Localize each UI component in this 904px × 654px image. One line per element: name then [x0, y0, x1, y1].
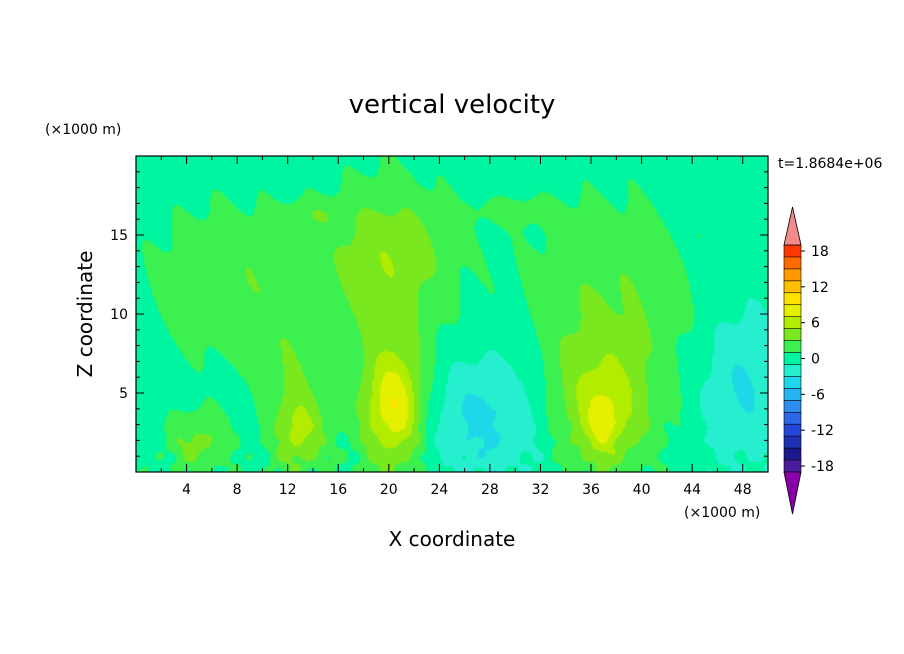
time-label: t=1.8684e+06 — [778, 156, 882, 172]
colorbar-tick-label: -18 — [811, 459, 834, 475]
x-tick-label: 36 — [582, 482, 600, 498]
velocity-contour-field — [136, 156, 768, 472]
plot-area — [135, 155, 769, 473]
colorbar-bin — [783, 256, 802, 270]
y-axis-label: Z coordinate — [73, 251, 97, 378]
x-tick-label: 44 — [683, 482, 701, 498]
x-tick-label: 8 — [233, 482, 242, 498]
colorbar-tick-label: 18 — [811, 244, 829, 260]
y-axis-ticks: 5 10 15 — [110, 155, 768, 473]
colorbar-bin — [783, 447, 802, 461]
colorbar-top-arrow — [783, 206, 802, 246]
y-tick-label: 10 — [110, 307, 128, 323]
colorbar-bin — [783, 459, 802, 473]
x-tick-label: 40 — [633, 482, 651, 498]
colorbar-bin — [783, 280, 802, 294]
colorbar-bottom-arrow — [783, 471, 802, 515]
colorbar-tick-label: -12 — [811, 423, 834, 439]
colorbar: 18 12 6 0 -6 -12 -18 — [783, 206, 834, 515]
colorbar-bin — [783, 316, 802, 330]
colorbar-bin — [783, 304, 802, 318]
x-axis-ticks: 4 8 12 16 20 24 28 32 36 40 44 48 — [135, 156, 769, 498]
colorbar-tick-label: -6 — [811, 387, 825, 403]
colorbar-bin — [783, 411, 802, 426]
x-tick-label: 28 — [481, 482, 499, 498]
y-tick-label: 5 — [119, 386, 128, 402]
colorbar-bin — [783, 388, 802, 402]
y-unit-label: (×1000 m) — [45, 122, 121, 138]
colorbar-bin — [783, 292, 802, 306]
x-tick-label: 48 — [734, 482, 752, 498]
y-tick-label: 15 — [110, 228, 128, 244]
colorbar-bin — [783, 244, 802, 258]
x-tick-label: 24 — [430, 482, 448, 498]
colorbar-bin — [783, 435, 802, 449]
x-tick-label: 16 — [329, 482, 347, 498]
x-tick-label: 12 — [279, 482, 297, 498]
colorbar-bin — [783, 400, 802, 414]
x-axis-label: X coordinate — [389, 527, 516, 551]
chart-title: vertical velocity — [349, 90, 556, 120]
x-tick-label: 20 — [380, 482, 398, 498]
colorbar-tick-label: 6 — [811, 316, 820, 332]
colorbar-tick-label: 0 — [811, 352, 820, 368]
colorbar-bin — [783, 376, 802, 390]
x-unit-label: (×1000 m) — [684, 505, 760, 521]
colorbar-tick-label: 12 — [811, 280, 829, 296]
colorbar-bin — [783, 340, 802, 354]
x-tick-label: 4 — [182, 482, 191, 498]
colorbar-bin — [783, 268, 802, 282]
colorbar-bin — [783, 423, 802, 437]
colorbar-bin — [783, 352, 802, 366]
x-tick-label: 32 — [532, 482, 550, 498]
colorbar-bin — [783, 364, 802, 378]
colorbar-bin — [783, 328, 802, 342]
